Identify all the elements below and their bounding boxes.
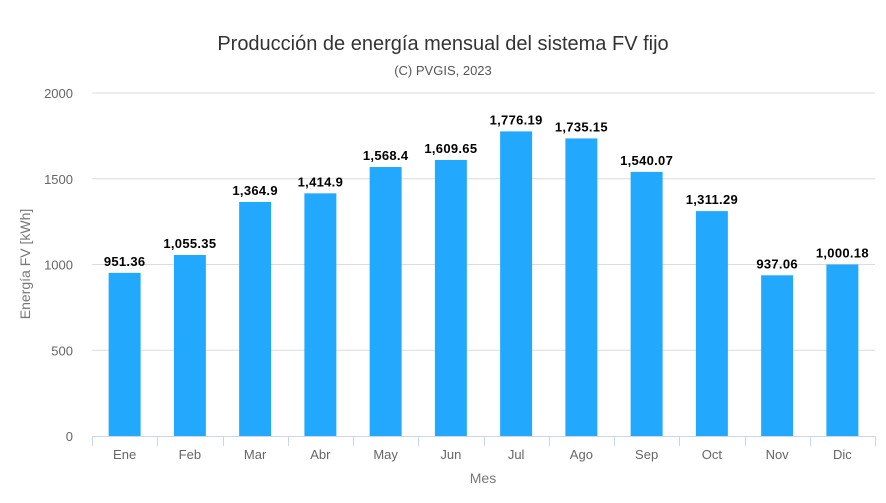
- y-tick-label: 1000: [44, 258, 73, 273]
- x-tick-label: May: [373, 447, 398, 462]
- bar-mar: [239, 201, 272, 436]
- bar-oct: [695, 211, 728, 436]
- y-axis-title: Energía FV [kWh]: [17, 209, 33, 319]
- bar-dic: [826, 264, 859, 436]
- y-tick-label: 0: [66, 429, 73, 444]
- chart-subtitle: (C) PVGIS, 2023: [394, 63, 492, 78]
- x-tick-label: Dic: [833, 447, 852, 462]
- bar-may: [369, 167, 402, 436]
- data-label: 1,540.07: [620, 153, 673, 168]
- y-axis-ticks: 0 500 1000 1500 2000: [44, 86, 73, 444]
- x-tick-label: Jul: [508, 447, 525, 462]
- bars: [108, 131, 859, 437]
- bar-ene: [108, 272, 141, 436]
- x-axis-title: Mes: [470, 470, 496, 486]
- x-tick-label: Abr: [310, 447, 331, 462]
- data-label: 1,414.9: [298, 174, 343, 189]
- x-tick-label: Oct: [702, 447, 723, 462]
- data-label: 1,311.29: [686, 192, 738, 207]
- data-label: 1,735.15: [555, 119, 608, 134]
- data-label: 1,776.19: [490, 112, 543, 127]
- x-tick-label: Mar: [244, 447, 267, 462]
- x-tick-label: Ene: [113, 447, 136, 462]
- bar-jun: [434, 159, 467, 437]
- y-tick-label: 1500: [44, 172, 73, 187]
- data-label: 1,568.4: [363, 148, 409, 163]
- chart-title: Producción de energía mensual del sistem…: [217, 33, 668, 55]
- x-tick-label: Nov: [766, 447, 790, 462]
- data-labels: 951.36 1,055.35 1,364.9 1,414.9 1,568.4 1,609…: [104, 112, 869, 271]
- y-tick-label: 2000: [44, 86, 73, 101]
- bar-sep: [630, 171, 663, 436]
- data-label: 1,000.18: [816, 245, 869, 260]
- gridlines: [92, 92, 875, 351]
- x-tick-label: Ago: [570, 447, 593, 462]
- x-tick-label: Feb: [179, 447, 201, 462]
- data-label: 1,055.35: [163, 236, 216, 251]
- x-tick-label: Sep: [635, 447, 658, 462]
- bar-ago: [565, 138, 598, 437]
- bar-nov: [761, 275, 794, 436]
- x-tick-label: Jun: [440, 447, 461, 462]
- bar-feb: [173, 255, 206, 436]
- data-label: 1,364.9: [232, 183, 277, 198]
- bar-abr: [304, 193, 337, 436]
- y-tick-label: 500: [51, 343, 73, 358]
- data-label: 1,609.65: [424, 141, 477, 156]
- data-label: 951.36: [104, 254, 146, 269]
- bar-jul: [500, 131, 533, 436]
- data-label: 937.06: [756, 256, 798, 271]
- x-axis: Ene Feb Mar Abr May Jun Jul Ago Sep Oct Nov Dic: [92, 436, 876, 462]
